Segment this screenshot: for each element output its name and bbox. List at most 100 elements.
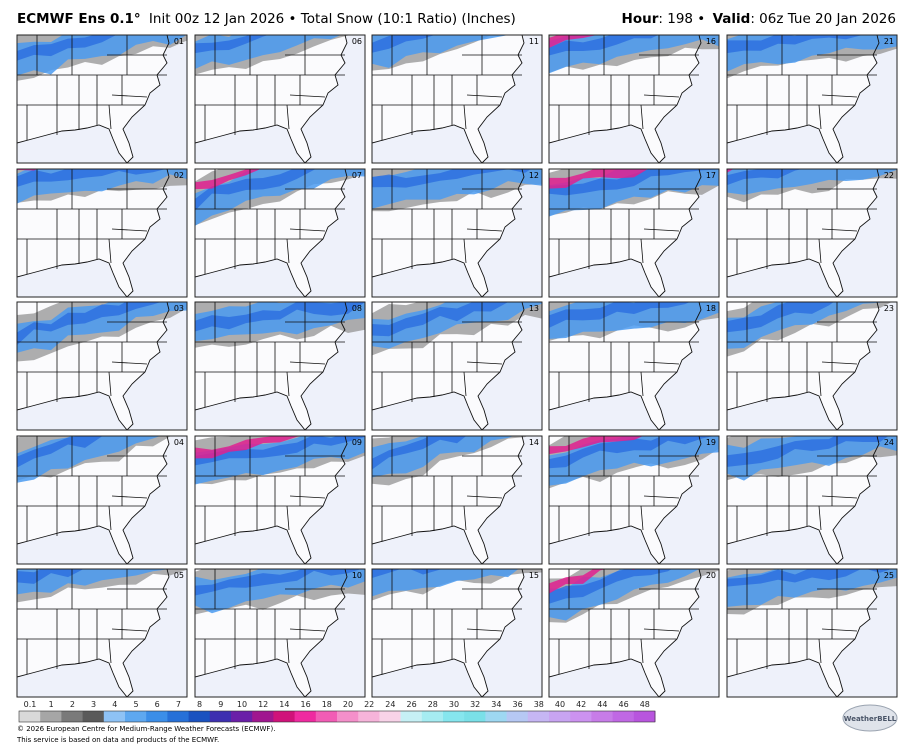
colorbar-label: 44 [597,700,607,709]
map-panel: 04 [16,435,188,565]
colorbar-swatch [549,711,571,722]
map-panel: 05 [16,568,188,698]
map-panel: 21 [726,34,898,164]
snow-area [549,569,700,621]
map-content [17,569,187,697]
snow-area [549,302,690,328]
colorbar-swatch [19,711,41,722]
colorbar-swatch [103,711,126,722]
map-content [372,169,542,297]
state-lines [549,302,699,407]
snow-area [727,569,892,587]
snow-area [195,169,317,211]
member-label: 16 [706,37,716,46]
colorbar-swatch [400,711,423,722]
panel-frame [16,301,188,431]
state-lines [372,302,522,407]
hour-label: Hour [622,11,659,27]
state-lines [372,436,522,541]
panel-frame [726,34,898,164]
map-content [372,302,542,430]
colorbar: 0.1 1 2 3 4 5 6 7 8 9 10 12 14 16 18 20 22 24 26 28 30 32 34 36… [18,700,656,723]
snow-area [195,302,365,332]
state-lines [549,169,699,274]
state-lines [727,169,877,274]
map-panel: 14 [371,435,543,565]
coastline [17,302,170,430]
colorbar-swatch [527,711,550,722]
panel-frame [194,34,366,164]
state-lines [549,436,699,541]
map-content [549,569,719,697]
panel-frame [548,34,720,164]
map-content [195,302,365,430]
member-label: 15 [529,571,539,580]
land [727,35,879,163]
panel-frame [16,168,188,298]
snow-area [372,436,467,470]
colorbar-swatch [273,711,296,722]
coastline [372,569,525,697]
hour-value: : 198 • [658,11,705,27]
colorbar-label: 2 [70,700,75,709]
panel-frame [16,568,188,698]
colorbar-label: 7 [176,700,181,709]
coastline [727,569,880,697]
map-panel: 17 [548,168,720,298]
colorbar-label: 16 [301,700,311,709]
map-panel: 22 [726,168,898,298]
map-content [195,436,365,564]
member-label: 08 [352,304,362,313]
member-label: 07 [352,171,362,180]
colorbar-label: 38 [534,700,544,709]
panel-frame [371,568,543,698]
member-label: 04 [174,438,184,447]
panel-frame [371,435,543,565]
map-panel: 07 [194,168,366,298]
panel-frame [194,301,366,431]
member-label: 11 [529,37,539,46]
panel-frame [194,568,366,698]
state-lines [195,35,345,140]
snow-area [372,35,435,53]
member-label: 20 [706,571,716,580]
map-panel: 15 [371,568,543,698]
colorbar-swatch [358,711,380,722]
panel-frame [371,168,543,298]
member-label: 22 [884,171,894,180]
state-lines [195,169,345,274]
coastline [727,302,880,430]
member-label: 17 [706,171,716,180]
copyright: © 2026 European Centre for Medium-Range … [17,725,275,733]
logo: WeatherBELL [844,715,897,723]
map-content [372,436,528,564]
colorbar-swatch [146,711,168,722]
colorbar-label: 14 [279,700,289,709]
snow-area [372,169,532,188]
colorbar-label: 4 [112,700,117,709]
state-lines [549,569,699,674]
map-content [195,569,365,697]
colorbar-swatch [231,711,253,722]
colorbar-swatch [485,711,508,722]
panel-frame [371,301,543,431]
snow-area [549,569,672,604]
colorbar-swatch [506,711,529,722]
colorbar-swatch [294,711,317,722]
colorbar-swatch [591,711,614,722]
land [727,169,879,297]
coastline [372,35,525,163]
colorbar-swatch [464,711,486,722]
map-panel: 13 [371,301,543,431]
colorbar-swatch [379,711,402,722]
snow-area [372,302,542,349]
map-content [17,436,185,564]
state-lines [372,569,522,674]
coastline [727,169,880,297]
map-panel: 23 [726,301,898,431]
land [17,169,169,297]
snow-area [549,35,597,49]
map-content [727,569,897,697]
map-panel: 24 [726,435,898,565]
colorbar-swatch [633,711,656,722]
